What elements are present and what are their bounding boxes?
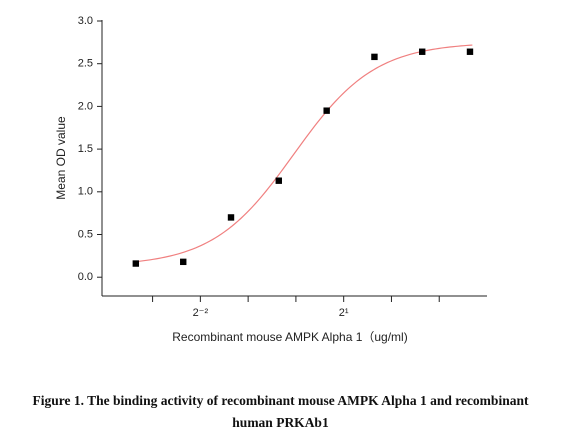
data-point	[132, 260, 140, 267]
y-tick-label: 0.0	[78, 271, 93, 283]
y-tick-label: 1.5	[78, 143, 93, 155]
chart: Recombinant mouse AMPK Alpha 1（ug/ml) Me…	[54, 15, 487, 344]
caption: Figure 1. The binding activity of recomb…	[32, 393, 529, 430]
data-point	[371, 53, 378, 61]
y-tick-label: 1.0	[78, 186, 93, 198]
x-axis-label: Recombinant mouse AMPK Alpha 1（ug/ml)	[172, 330, 407, 344]
y-tick-label: 3.0	[78, 15, 93, 27]
data-point	[323, 107, 330, 114]
data-point	[227, 214, 235, 221]
x-tick-label: 2¹	[339, 307, 349, 319]
y-tick-label: 2.5	[78, 58, 93, 70]
y-tick-label: 2.0	[78, 100, 93, 112]
fit-curve	[133, 44, 473, 263]
data-point	[466, 48, 474, 55]
y-axis-label: Mean OD value	[54, 116, 68, 200]
data-point	[180, 258, 187, 266]
data-point	[419, 48, 426, 55]
data-point	[275, 177, 282, 184]
y-tick-label: 0.5	[78, 228, 93, 240]
x-tick-label: 2⁻²	[193, 307, 209, 319]
